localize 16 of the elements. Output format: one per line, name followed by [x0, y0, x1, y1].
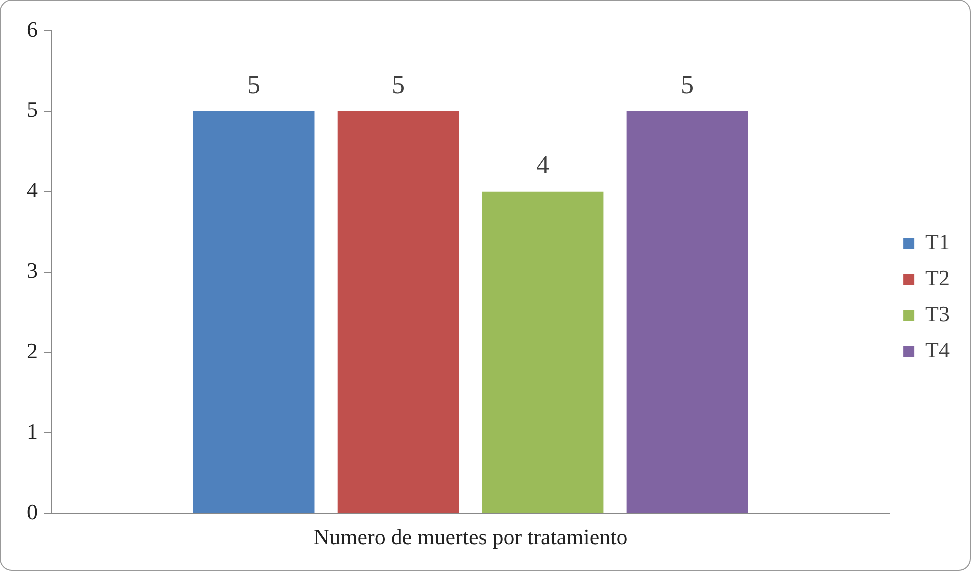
data-label: 4: [536, 150, 550, 180]
y-tick-label: 3: [27, 258, 38, 284]
data-label: 5: [248, 70, 261, 100]
y-tick-label: 5: [27, 97, 38, 122]
y-tick-label: 0: [27, 499, 38, 524]
y-tick-label: 6: [27, 16, 38, 42]
legend-label: T4: [926, 337, 950, 362]
data-label: 5: [681, 70, 694, 100]
y-tick-label: 2: [27, 338, 38, 364]
legend-label: T1: [926, 229, 950, 254]
legend-label: T3: [926, 301, 950, 326]
y-tick-label: 4: [27, 178, 38, 203]
x-tick-label: Numero de muertes por tratamiento: [314, 524, 628, 550]
legend-label: T2: [926, 265, 950, 290]
data-label: 5: [392, 70, 406, 100]
y-tick-label: 1: [27, 418, 38, 444]
